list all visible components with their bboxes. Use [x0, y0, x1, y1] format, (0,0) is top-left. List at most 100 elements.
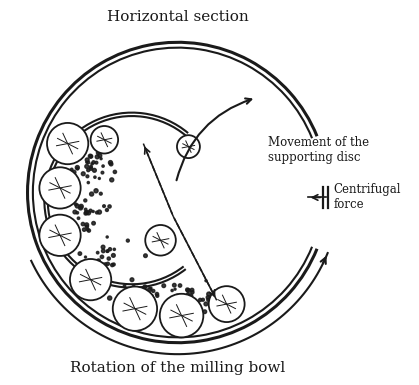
Point	[182, 297, 189, 303]
Point	[212, 301, 219, 307]
Point	[212, 299, 219, 305]
Point	[85, 265, 91, 271]
Point	[184, 292, 191, 298]
Point	[138, 286, 145, 293]
Point	[149, 293, 155, 299]
Point	[88, 153, 94, 159]
Point	[145, 294, 152, 300]
Point	[83, 209, 90, 216]
Point	[78, 203, 85, 209]
Point	[99, 169, 106, 176]
Point	[80, 171, 87, 177]
Point	[104, 261, 111, 267]
Point	[127, 294, 134, 300]
Point	[101, 203, 107, 209]
Point	[197, 297, 204, 303]
Point	[82, 206, 89, 213]
Circle shape	[39, 167, 80, 209]
Point	[111, 169, 118, 175]
Point	[74, 203, 80, 209]
Point	[104, 234, 111, 240]
Point	[91, 167, 98, 173]
Point	[94, 154, 101, 160]
Point	[82, 198, 89, 204]
Point	[90, 220, 97, 226]
Point	[189, 287, 195, 293]
Point	[171, 282, 178, 288]
Point	[84, 173, 91, 179]
Point	[87, 261, 94, 267]
Point	[124, 292, 130, 298]
Point	[142, 284, 148, 290]
Point	[186, 294, 193, 300]
Point	[212, 302, 219, 308]
Point	[98, 254, 105, 260]
Point	[88, 166, 94, 172]
Point	[184, 310, 190, 316]
Point	[109, 262, 116, 268]
Circle shape	[70, 259, 111, 300]
Point	[110, 252, 117, 258]
Point	[77, 251, 83, 257]
Point	[79, 153, 85, 159]
Point	[134, 290, 140, 296]
Point	[85, 210, 92, 216]
Point	[215, 293, 222, 300]
Circle shape	[91, 126, 118, 154]
Point	[88, 259, 95, 265]
Point	[69, 221, 76, 227]
Point	[83, 222, 90, 228]
Point	[75, 215, 82, 221]
Point	[87, 153, 94, 159]
Point	[88, 164, 94, 170]
Point	[90, 208, 96, 214]
Point	[92, 259, 99, 265]
Point	[76, 148, 83, 154]
Point	[94, 249, 101, 256]
Point	[184, 287, 191, 293]
Point	[95, 258, 102, 264]
Point	[110, 261, 117, 268]
Point	[68, 199, 75, 205]
Point	[181, 303, 187, 310]
Point	[96, 175, 103, 181]
Point	[107, 159, 114, 166]
Point	[68, 166, 75, 172]
Point	[74, 210, 81, 216]
Point	[185, 288, 192, 294]
Point	[84, 224, 91, 230]
Point	[124, 238, 131, 244]
Point	[202, 309, 208, 315]
Point	[172, 308, 178, 314]
Point	[182, 300, 189, 306]
Point	[72, 201, 79, 208]
Point	[202, 301, 209, 307]
Point	[92, 174, 98, 180]
Point	[204, 294, 211, 300]
Point	[203, 278, 210, 284]
Point	[160, 283, 167, 289]
Point	[121, 283, 128, 289]
Point	[209, 293, 215, 300]
Point	[100, 163, 106, 169]
Point	[172, 286, 178, 292]
Point	[106, 256, 112, 262]
Point	[102, 270, 109, 276]
Point	[174, 293, 181, 299]
Point	[154, 293, 160, 299]
Point	[103, 207, 110, 213]
Point	[177, 283, 184, 289]
Point	[93, 159, 100, 166]
Point	[154, 291, 160, 297]
Point	[218, 292, 225, 298]
Point	[127, 288, 133, 294]
Point	[80, 221, 86, 227]
Point	[215, 298, 222, 304]
Point	[195, 301, 202, 307]
Point	[220, 287, 227, 293]
Point	[205, 297, 212, 303]
Point	[73, 226, 80, 232]
Point	[102, 261, 109, 268]
Circle shape	[145, 225, 176, 256]
Point	[126, 286, 132, 293]
